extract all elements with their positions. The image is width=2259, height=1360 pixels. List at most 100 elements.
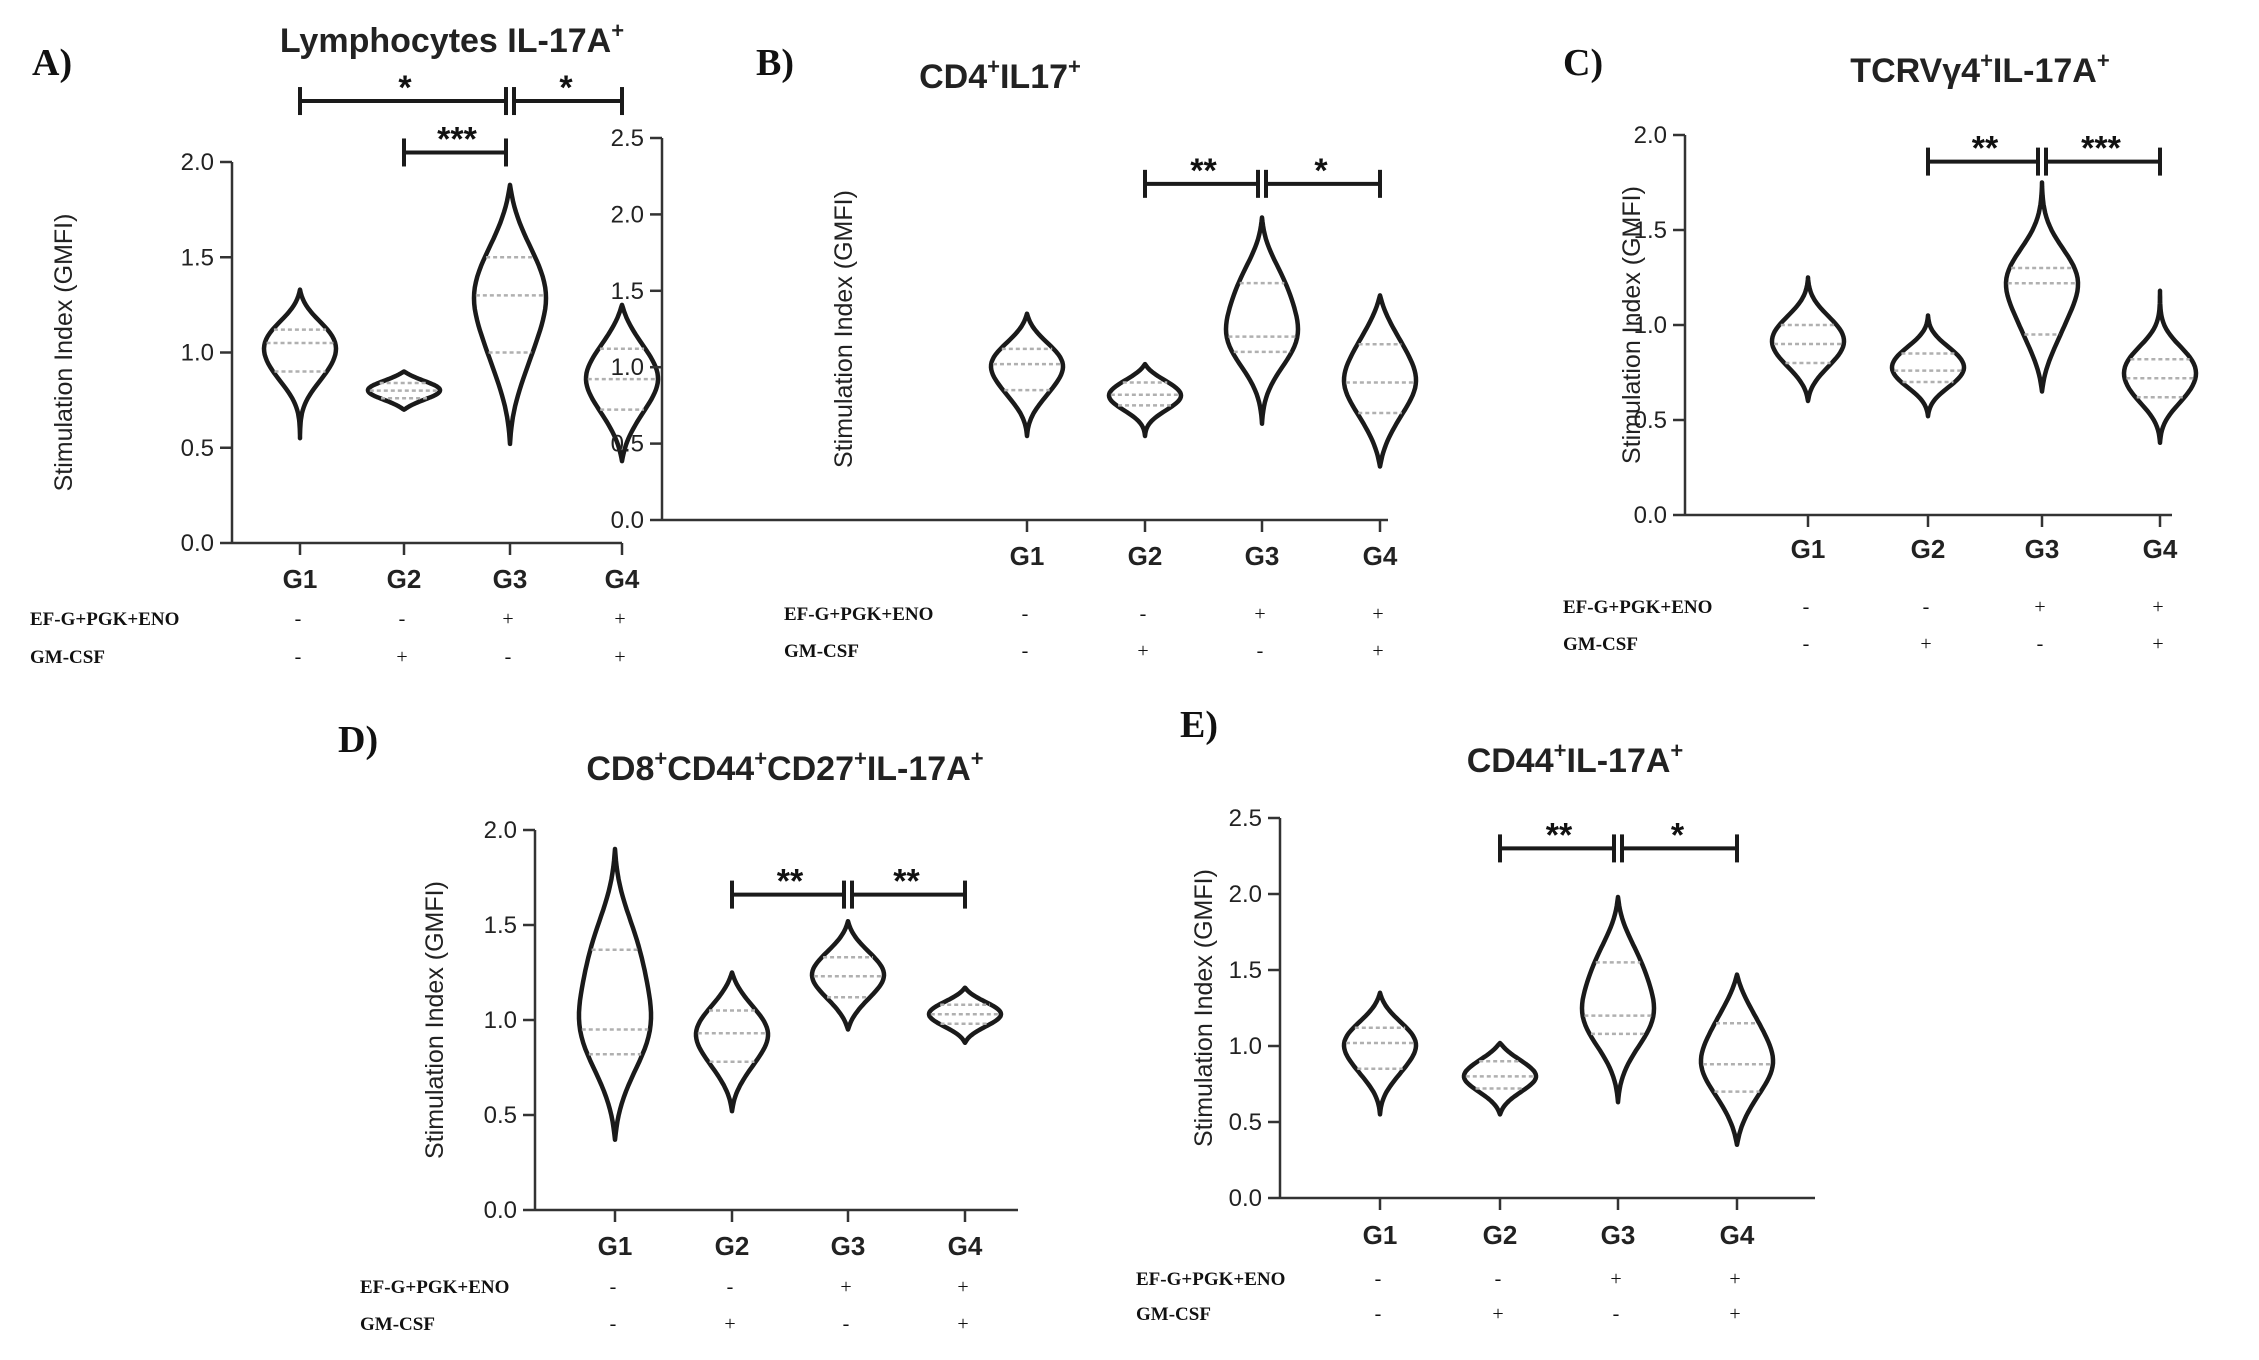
condition-sign: + bbox=[1729, 1303, 1740, 1325]
x-tick-label: G2 bbox=[1911, 534, 1946, 564]
condition-label: EF-G+PGK+ENO bbox=[784, 604, 933, 625]
condition-sign: + bbox=[614, 646, 625, 668]
y-tick-label: 0.5 bbox=[1229, 1109, 1262, 1136]
y-tick-label: 2.5 bbox=[1229, 805, 1262, 832]
x-tick-label: G1 bbox=[1010, 541, 1045, 571]
condition-sign: + bbox=[2152, 596, 2163, 618]
y-tick-label: 0.5 bbox=[611, 431, 644, 458]
condition-label: EF-G+PGK+ENO bbox=[30, 609, 179, 630]
violin-g2 bbox=[1889, 313, 1967, 419]
condition-sign: + bbox=[1137, 640, 1148, 662]
condition-label: EF-G+PGK+ENO bbox=[1563, 597, 1712, 618]
condition-sign: - bbox=[1495, 1268, 1502, 1290]
title-superscript: + bbox=[971, 746, 984, 771]
condition-sign: + bbox=[2034, 596, 2045, 618]
x-tick-label: G3 bbox=[2025, 534, 2060, 564]
title-superscript: + bbox=[987, 54, 1000, 79]
title-superscript: + bbox=[1980, 48, 1993, 73]
y-tick-label: 2.0 bbox=[1229, 881, 1262, 908]
y-tick-label: 0.5 bbox=[484, 1102, 517, 1129]
violin-g1 bbox=[261, 287, 339, 441]
y-tick-label: 0.5 bbox=[181, 435, 214, 462]
title-superscript: + bbox=[1670, 738, 1683, 763]
x-tick-label: G4 bbox=[2143, 534, 2178, 564]
panel-e: E)CD44+IL-17A+0.00.51.01.52.02.5Stimulat… bbox=[1136, 704, 1815, 1325]
condition-sign: - bbox=[1022, 640, 1029, 662]
condition-sign: - bbox=[1613, 1303, 1620, 1325]
condition-sign: + bbox=[1729, 1268, 1740, 1290]
violin-g4 bbox=[926, 985, 1004, 1046]
y-tick-label: 1.0 bbox=[484, 1007, 517, 1034]
violin-g3 bbox=[1579, 894, 1657, 1105]
title-superscript: + bbox=[854, 746, 867, 771]
condition-label: EF-G+PGK+ENO bbox=[360, 1277, 509, 1298]
x-tick-label: G2 bbox=[1128, 541, 1163, 571]
significance-stars: * bbox=[398, 69, 412, 107]
violin-g2 bbox=[1461, 1040, 1539, 1117]
chart-title: CD4+IL17+ bbox=[919, 54, 1081, 96]
title-text: IL-17A bbox=[1993, 52, 2097, 90]
violin-g3 bbox=[809, 918, 887, 1032]
significance-stars: ** bbox=[1546, 816, 1573, 854]
x-tick-label: G1 bbox=[283, 564, 318, 594]
condition-sign: + bbox=[957, 1276, 968, 1298]
condition-sign: + bbox=[1610, 1268, 1621, 1290]
title-text: CD44 bbox=[1467, 742, 1554, 780]
y-axis-label: Stimulation Index (GMFI) bbox=[1190, 869, 1218, 1147]
significance-stars: * bbox=[1671, 816, 1685, 854]
condition-sign: + bbox=[1372, 603, 1383, 625]
condition-sign: + bbox=[396, 646, 407, 668]
significance-stars: *** bbox=[437, 120, 477, 158]
condition-sign: - bbox=[1140, 603, 1147, 625]
violin-g3 bbox=[2003, 180, 2081, 394]
panel-letter: C) bbox=[1563, 42, 1603, 84]
condition-sign: + bbox=[1372, 640, 1383, 662]
title-superscript: + bbox=[1554, 738, 1567, 763]
chart-title: Lymphocytes IL-17A+ bbox=[280, 18, 624, 60]
condition-sign: + bbox=[614, 608, 625, 630]
x-tick-label: G1 bbox=[598, 1231, 633, 1261]
violin-g4 bbox=[1698, 972, 1776, 1148]
condition-sign: - bbox=[2037, 633, 2044, 655]
condition-label: EF-G+PGK+ENO bbox=[1136, 1269, 1285, 1290]
condition-sign: - bbox=[610, 1276, 617, 1298]
panel-letter: D) bbox=[338, 719, 378, 761]
violin-g4 bbox=[583, 302, 661, 464]
y-tick-label: 2.5 bbox=[611, 125, 644, 152]
y-tick-label: 1.5 bbox=[181, 244, 214, 271]
y-tick-label: 0.0 bbox=[1229, 1185, 1262, 1212]
y-tick-label: 1.5 bbox=[1634, 217, 1667, 244]
significance-stars: * bbox=[1314, 152, 1328, 190]
y-axis-label: Stimulation Index (GMFI) bbox=[830, 190, 858, 468]
panel-a: A)Lymphocytes IL-17A+0.00.51.01.52.0Stim… bbox=[30, 18, 661, 668]
violin-g4 bbox=[1341, 293, 1419, 469]
x-tick-label: G1 bbox=[1363, 1220, 1398, 1250]
condition-sign: + bbox=[502, 608, 513, 630]
violin-g1 bbox=[1341, 990, 1419, 1117]
y-tick-label: 1.0 bbox=[1229, 1033, 1262, 1060]
violin-g4 bbox=[2121, 288, 2199, 446]
condition-sign: - bbox=[1923, 596, 1930, 618]
condition-sign: + bbox=[2152, 633, 2163, 655]
condition-label: GM-CSF bbox=[784, 641, 859, 662]
panel-d: D)CD8+CD44+CD27+IL-17A+0.00.51.01.52.0St… bbox=[338, 719, 1018, 1335]
condition-sign: + bbox=[1254, 603, 1265, 625]
y-axis-label: Stimulation Index (GMFI) bbox=[50, 214, 78, 492]
title-text: CD4 bbox=[919, 58, 987, 96]
condition-sign: - bbox=[505, 646, 512, 668]
y-tick-label: 0.0 bbox=[181, 530, 214, 557]
y-axis-label: Stimulation Index (GMFI) bbox=[421, 881, 449, 1159]
y-tick-label: 2.0 bbox=[611, 201, 644, 228]
title-superscript: + bbox=[654, 746, 667, 771]
y-tick-label: 2.0 bbox=[181, 149, 214, 176]
title-text: Lymphocytes IL-17A bbox=[280, 22, 611, 60]
condition-sign: - bbox=[1803, 596, 1810, 618]
condition-sign: + bbox=[1920, 633, 1931, 655]
condition-sign: - bbox=[727, 1276, 734, 1298]
title-text: CD44 bbox=[667, 750, 754, 788]
condition-sign: + bbox=[1492, 1303, 1503, 1325]
violin-g3 bbox=[471, 182, 549, 447]
y-tick-label: 1.0 bbox=[611, 354, 644, 381]
title-text: IL-17A bbox=[867, 750, 971, 788]
y-tick-label: 1.0 bbox=[1634, 312, 1667, 339]
